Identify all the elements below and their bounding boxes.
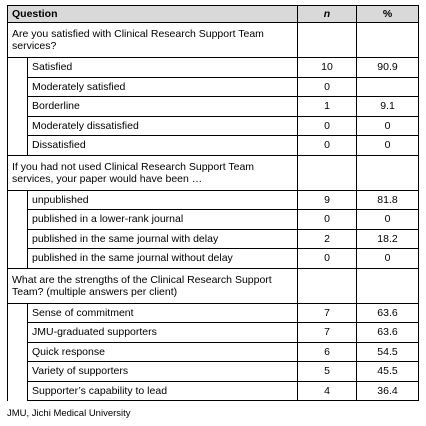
percent-cell [356, 76, 420, 97]
answer-label: JMU-graduated supporters [26, 322, 299, 343]
answer-label: published in a lower-rank journal [26, 209, 299, 230]
answer-row: JMU-graduated supporters 7 63.6 [7, 322, 420, 343]
indent [7, 135, 28, 155]
answer-row: Borderline 1 9.1 [7, 96, 420, 117]
count-cell: 4 [297, 380, 358, 401]
answer-row: Satisfied 10 90.9 [7, 57, 420, 78]
indent [7, 361, 28, 381]
question-row: What are the strengths of the Clinical R… [6, 267, 420, 304]
answer-label: Quick response [26, 341, 299, 362]
percent-cell: 0 [356, 248, 420, 269]
count-cell: 0 [297, 76, 358, 97]
count-cell: 0 [297, 115, 358, 136]
footnote: JMU, Jichi Medical University [7, 408, 131, 419]
header-cell: % [356, 5, 420, 23]
answer-label: Variety of supporters [26, 361, 299, 382]
count-cell: 0 [297, 248, 358, 269]
indent [7, 57, 28, 77]
indent [7, 322, 28, 342]
answer-label: Moderately dissatisfied [26, 115, 299, 136]
header-row: Question n% [6, 5, 420, 23]
indent [7, 96, 28, 116]
answer-row: published in the same journal with delay… [7, 228, 420, 249]
indent [7, 190, 28, 210]
indent [7, 229, 28, 249]
answer-row: unpublished 9 81.8 [7, 189, 420, 210]
empty-cell [356, 154, 420, 191]
header-cell: Question [6, 5, 299, 23]
answer-row: Sense of commitment 7 63.6 [7, 302, 420, 323]
percent-cell: 0 [356, 115, 420, 136]
indent [7, 342, 28, 362]
percent-cell: 54.5 [356, 341, 420, 362]
count-cell: 2 [297, 228, 358, 249]
answer-row: Dissatisfied 0 0 [7, 135, 420, 156]
percent-cell: 0 [356, 209, 420, 230]
answer-row: Variety of supporters 5 45.5 [7, 361, 420, 382]
answer-label: Borderline [26, 96, 299, 117]
percent-cell: 90.9 [356, 57, 420, 78]
question-row: If you had not used Clinical Research Su… [6, 154, 420, 191]
answer-label: Supporter’s capability to lead [26, 380, 299, 401]
question-cell: Are you satisfied with Clinical Research… [6, 22, 299, 58]
percent-cell: 81.8 [356, 189, 420, 210]
answer-row: Moderately satisfied 0 [7, 76, 420, 97]
header-cell: n [297, 5, 358, 23]
percent-cell: 45.5 [356, 361, 420, 382]
count-cell: 9 [297, 189, 358, 210]
indent [7, 381, 28, 401]
count-cell: 7 [297, 322, 358, 343]
percent-cell: 18.2 [356, 228, 420, 249]
table-wrap: Question n% Are you satisfied with Clinica… [6, 5, 420, 401]
percent-cell: 36.4 [356, 380, 420, 401]
percent-cell: 63.6 [356, 302, 420, 323]
answer-label: Moderately satisfied [26, 76, 299, 97]
count-cell: 6 [297, 341, 358, 362]
answer-row: Quick response 6 54.5 [7, 341, 420, 362]
indent [7, 116, 28, 136]
answer-label: unpublished [26, 189, 299, 210]
question-row: Are you satisfied with Clinical Research… [6, 22, 420, 58]
empty-cell [297, 154, 358, 191]
answer-row: published in a lower-rank journal 0 0 [7, 209, 420, 230]
count-cell: 5 [297, 361, 358, 382]
percent-cell: 0 [356, 135, 420, 156]
empty-cell [356, 267, 420, 304]
answer-label: published in the same journal with delay [26, 228, 299, 249]
answer-label: Sense of commitment [26, 302, 299, 323]
indent [7, 248, 28, 268]
count-cell: 10 [297, 57, 358, 78]
answer-label: Dissatisfied [26, 135, 299, 156]
indent [7, 209, 28, 229]
percent-cell: 63.6 [356, 322, 420, 343]
indent [7, 77, 28, 97]
indent [7, 303, 28, 323]
percent-cell: 9.1 [356, 96, 420, 117]
count-cell: 1 [297, 96, 358, 117]
question-cell: If you had not used Clinical Research Su… [6, 154, 299, 191]
answer-row: Supporter’s capability to lead 4 36.4 [7, 380, 420, 401]
answer-row: Moderately dissatisfied 0 0 [7, 115, 420, 136]
count-cell: 0 [297, 209, 358, 230]
question-cell: What are the strengths of the Clinical R… [6, 267, 299, 304]
count-cell: 7 [297, 302, 358, 323]
empty-cell [356, 22, 420, 58]
empty-cell [297, 267, 358, 304]
answer-label: published in the same journal without de… [26, 248, 299, 269]
count-cell: 0 [297, 135, 358, 156]
empty-cell [297, 22, 358, 58]
survey-table: Question n% Are you satisfied with Clinica… [6, 5, 420, 401]
answer-label: Satisfied [26, 57, 299, 78]
answer-row: published in the same journal without de… [7, 248, 420, 269]
